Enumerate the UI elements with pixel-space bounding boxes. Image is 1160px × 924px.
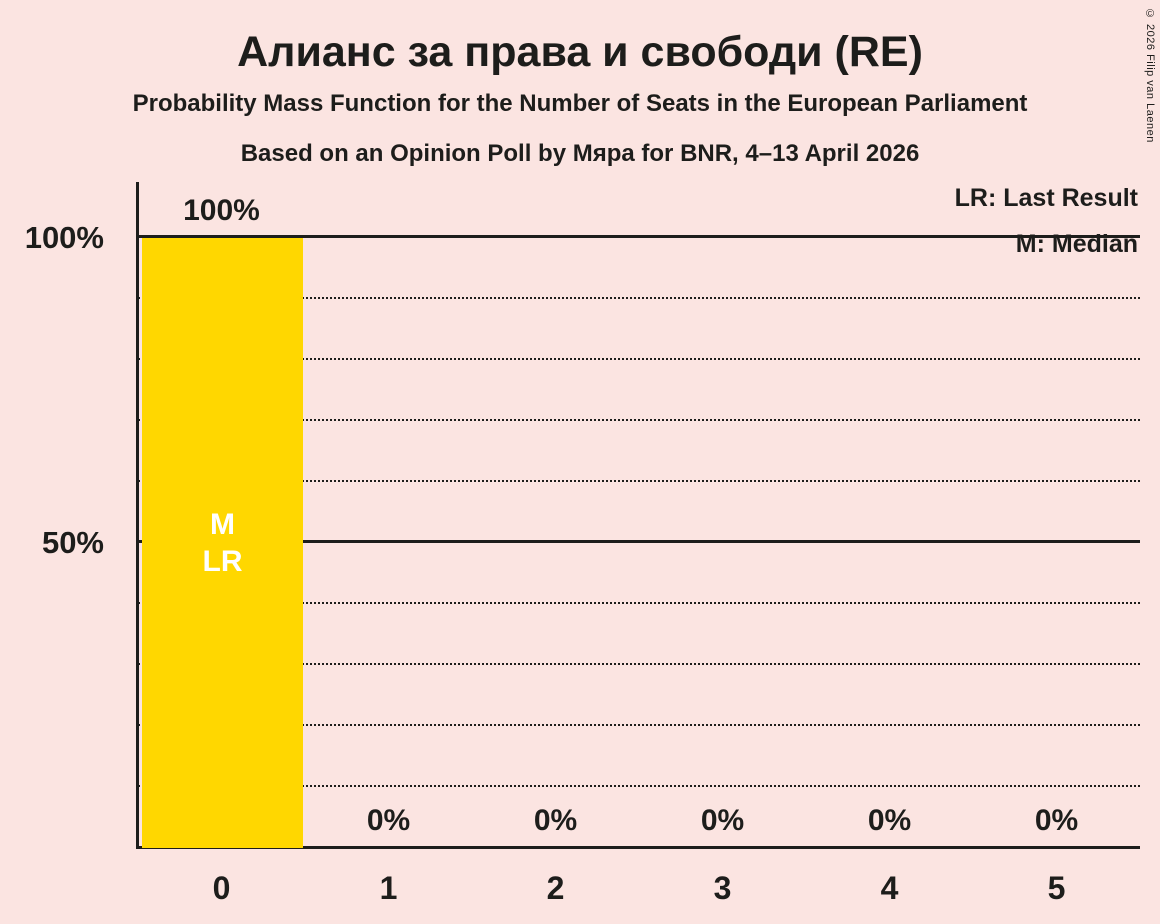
bar-slot-4: 0%: [806, 238, 973, 848]
gridline-solid-50: [138, 540, 1140, 543]
gridline-dotted-40: [138, 602, 1140, 604]
y-tick-label-50: 50%: [41, 525, 104, 560]
bar-slot-1: 0%: [305, 238, 472, 848]
plot-area: M LR 100% 0% 0% 0% 0% 0%: [138, 194, 1140, 848]
bar-annotation-0: M LR: [142, 506, 303, 580]
y-axis-line: [136, 182, 139, 849]
gridline-dotted-60: [138, 480, 1140, 482]
x-tick-label-0: 0: [212, 870, 231, 906]
legend-median: M: Median: [1015, 230, 1138, 258]
legend: LR: Last Result M: Median: [955, 184, 1138, 276]
bar-annotation-line: M: [210, 508, 235, 541]
value-label-1: 0%: [366, 804, 411, 837]
bar-seats-0: M LR: [142, 238, 303, 848]
x-axis-labels: 0 1 2 3 4 5: [138, 870, 1140, 907]
chart-title: Алианс за права и свободи (RE): [237, 28, 923, 76]
x-tick-label-3: 3: [713, 870, 732, 906]
chart-subtitle-2: Based on an Opinion Poll by Мяра for BNR…: [240, 140, 920, 167]
y-axis-labels: 50% 100%: [0, 221, 120, 848]
x-tick-label-1: 1: [379, 870, 398, 906]
copyright-notice: © 2026 Filip van Laenen: [1144, 8, 1156, 143]
chart-subtitle-1: Probability Mass Function for the Number…: [132, 90, 1028, 117]
bar-annotation-line: LR: [202, 545, 243, 578]
gridline-solid-100: [138, 235, 1140, 238]
bar-slot-3: 0%: [639, 238, 806, 848]
bar-slots: M LR 100% 0% 0% 0% 0% 0%: [138, 194, 1140, 848]
gridline-dotted-70: [138, 419, 1140, 421]
value-label-5: 0%: [1034, 804, 1079, 837]
gridline-dotted-30: [138, 663, 1140, 665]
y-tick-label-100: 100%: [24, 220, 104, 255]
x-tick-label-4: 4: [880, 870, 899, 906]
value-label-4: 0%: [867, 804, 912, 837]
bar-slot-2: 0%: [472, 238, 639, 848]
bar-slot-5: 0%: [973, 238, 1140, 848]
value-label-0: 100%: [183, 194, 260, 227]
gridline-dotted-20: [138, 724, 1140, 726]
bar-slot-0: M LR 100%: [138, 194, 305, 848]
x-tick-label-2: 2: [546, 870, 565, 906]
value-label-2: 0%: [533, 804, 578, 837]
x-tick-label-5: 5: [1047, 870, 1066, 906]
gridline-dotted-80: [138, 358, 1140, 360]
gridline-dotted-90: [138, 297, 1140, 299]
gridline-dotted-10: [138, 785, 1140, 787]
legend-last-result: LR: Last Result: [954, 184, 1138, 212]
value-label-3: 0%: [700, 804, 745, 837]
x-axis-line: [136, 846, 1140, 849]
